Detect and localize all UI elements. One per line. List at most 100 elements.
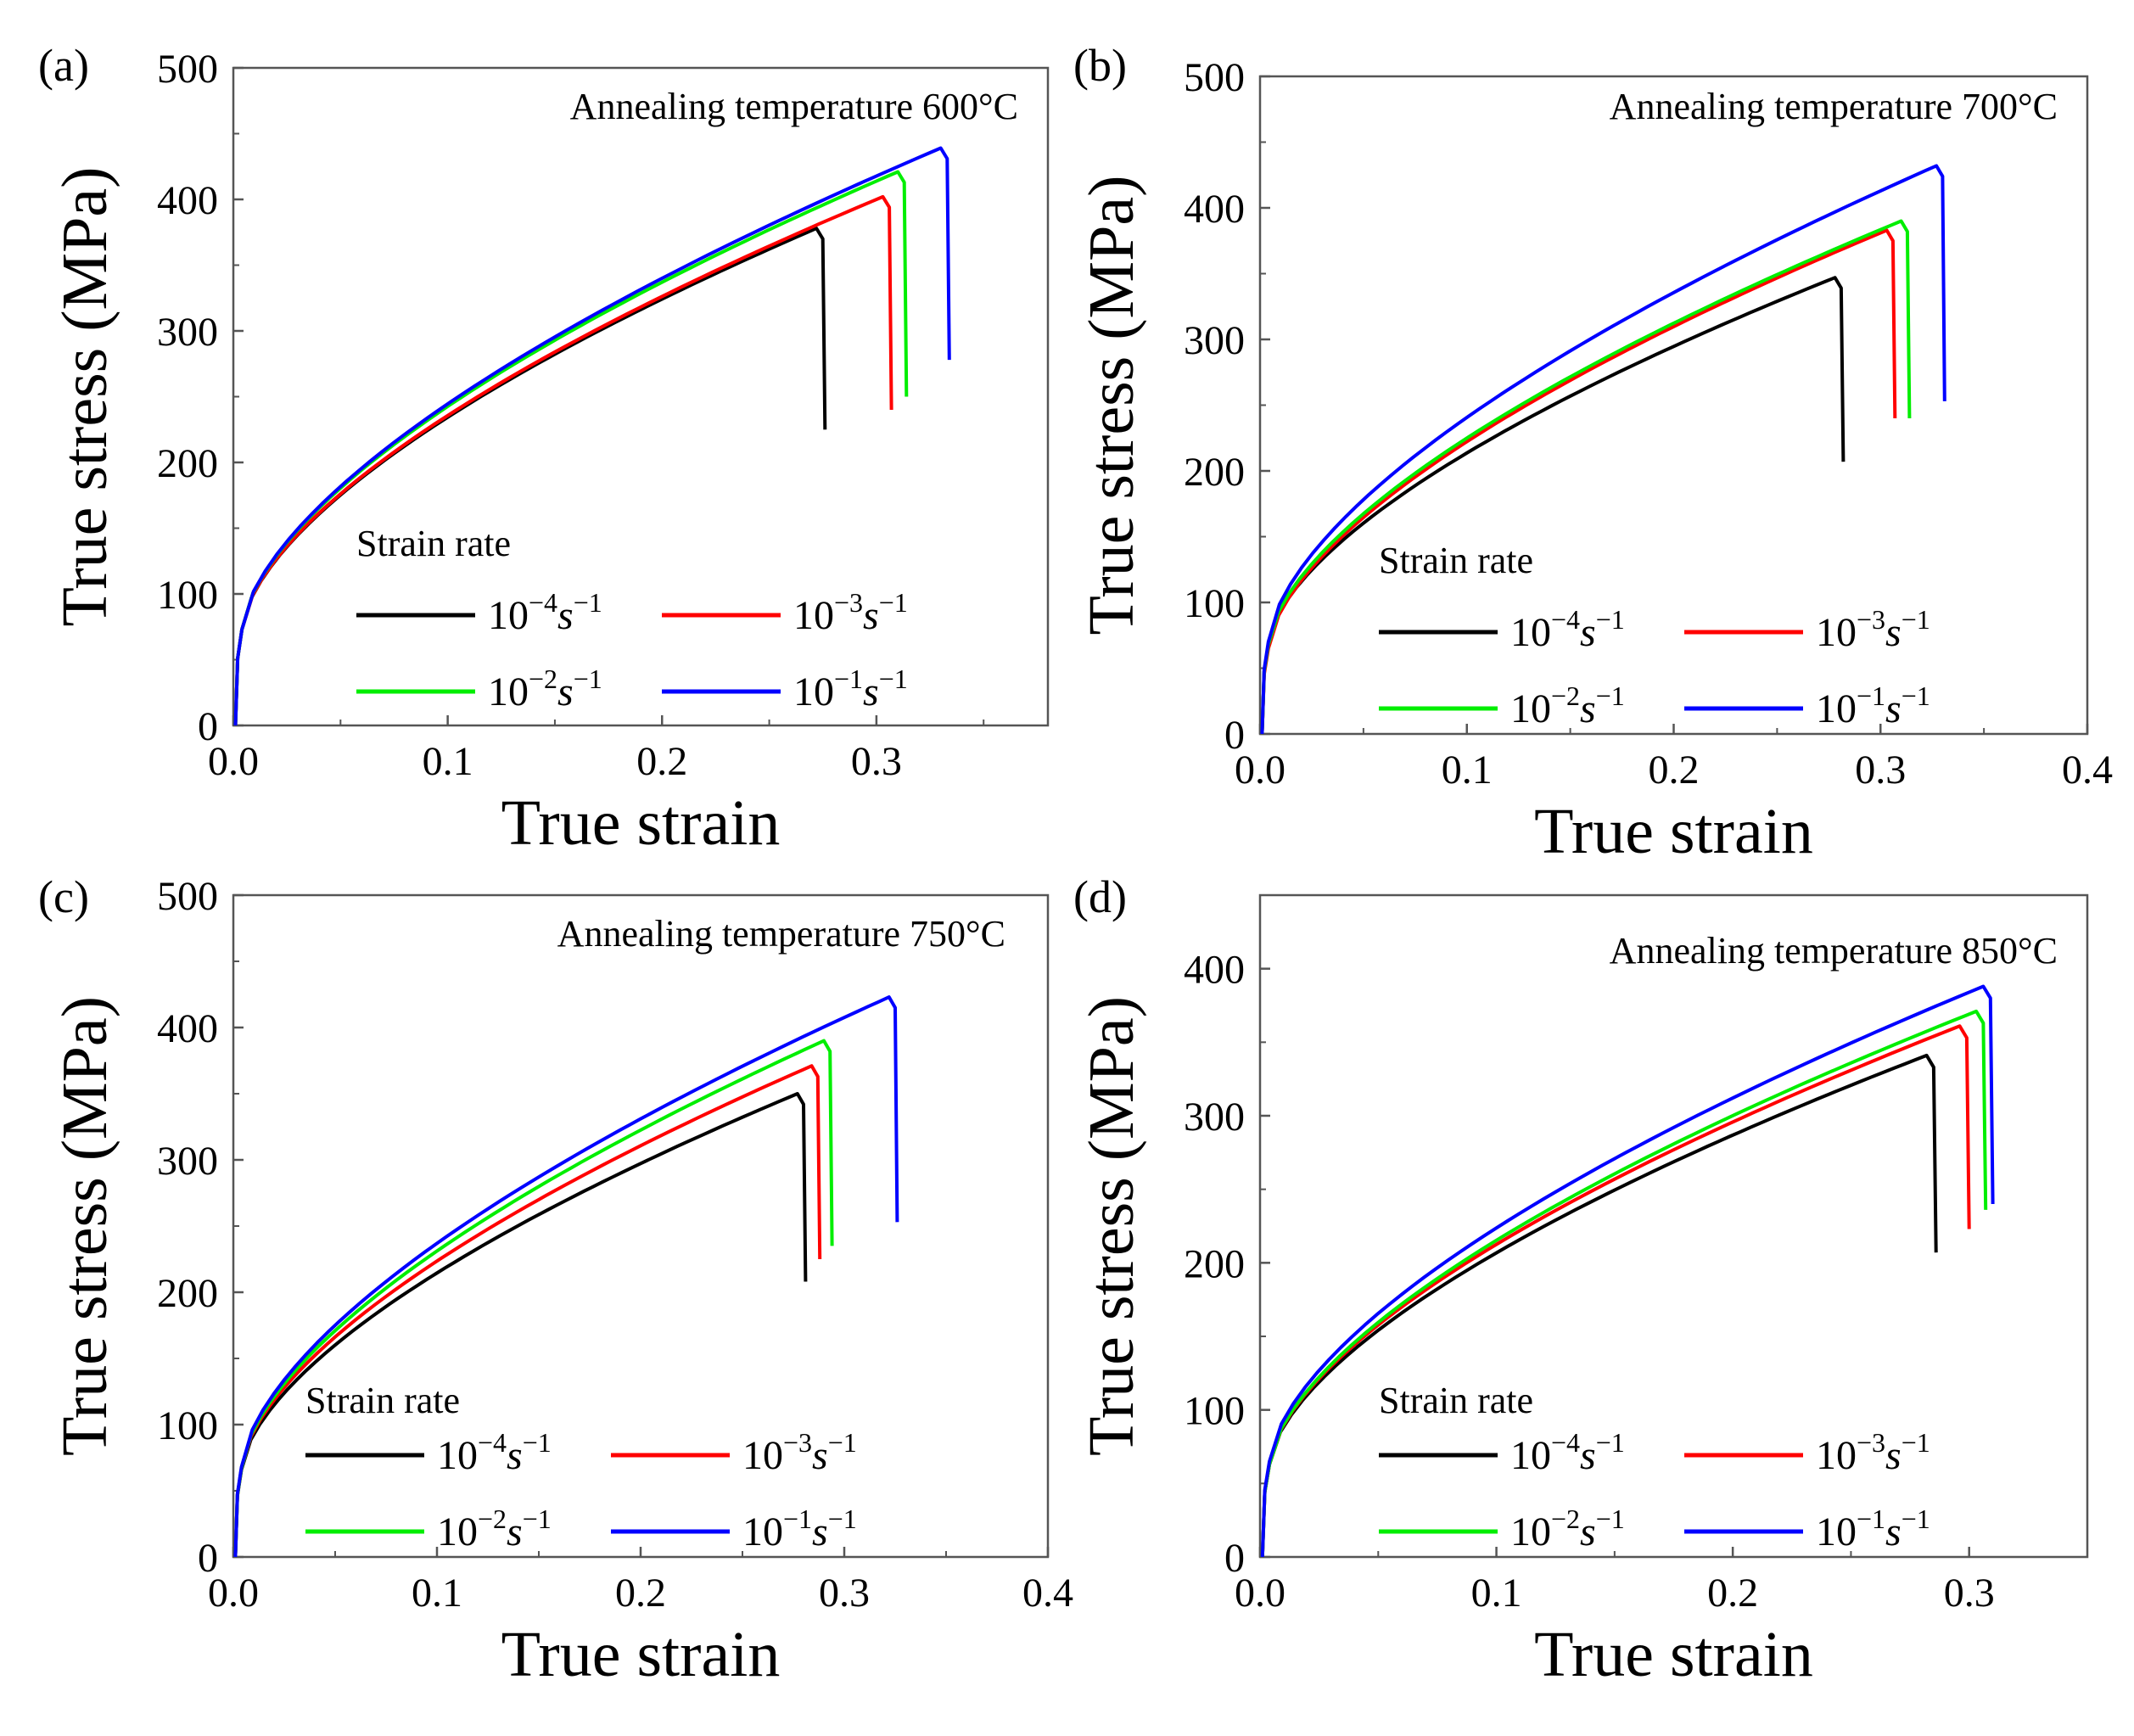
- y-axis-label: True stress (MPa): [49, 996, 120, 1456]
- legend-label: 10−4s−1: [1510, 604, 1625, 655]
- legend-label: 10−4s−1: [488, 587, 602, 638]
- chart-panel: (b) Annealing temperature 700°C 0 100 200 300…: [1073, 40, 2113, 867]
- panel-label: (c): [38, 871, 89, 922]
- y-tick-label: 100: [1184, 1389, 1245, 1434]
- y-tick-label: 200: [157, 1271, 218, 1316]
- legend-label: 10−1s−1: [1816, 680, 1930, 731]
- x-tick-label: 0.2: [1707, 1571, 1758, 1616]
- legend-label: 10−3s−1: [1816, 1427, 1930, 1478]
- y-axis-label: True stress (MPa): [49, 167, 120, 627]
- y-axis-label: True stress (MPa): [1076, 996, 1147, 1456]
- x-tick-label: 0.2: [615, 1571, 666, 1616]
- series-line: [233, 227, 827, 726]
- x-tick-label: 0.0: [208, 1571, 259, 1616]
- legend-title: Strain rate: [305, 1380, 460, 1421]
- legend-label: 10−3s−1: [793, 587, 908, 638]
- x-tick-label: 0.0: [1235, 1571, 1285, 1616]
- x-axis-label: True strain: [1534, 1619, 1813, 1690]
- y-tick-label: 200: [1184, 450, 1245, 495]
- legend-label: 10−2s−1: [437, 1504, 552, 1554]
- x-tick-label: 0.1: [1442, 748, 1493, 792]
- x-tick-label: 0.0: [1235, 748, 1285, 792]
- x-tick-label: 0.3: [819, 1571, 870, 1616]
- legend-title: Strain rate: [1379, 540, 1533, 581]
- x-tick-label: 0.0: [208, 739, 259, 784]
- legend-label: 10−1s−1: [793, 664, 908, 714]
- x-tick-label: 0.3: [851, 739, 902, 784]
- legend-label: 10−2s−1: [488, 664, 602, 714]
- x-tick-label: 0.4: [2062, 748, 2113, 792]
- panel-label: (d): [1073, 871, 1127, 922]
- y-tick-label: 500: [157, 874, 218, 919]
- series-line: [1260, 228, 1897, 735]
- y-tick-label: 300: [1184, 1095, 1245, 1140]
- plot-frame: [1258, 75, 2089, 736]
- series-line: [1260, 164, 1946, 735]
- series-line: [1260, 984, 1995, 1558]
- legend-label: 10−1s−1: [1816, 1504, 1930, 1554]
- y-tick-label: 0: [198, 704, 218, 749]
- series-line: [1260, 1009, 1988, 1558]
- y-tick-label: 0: [1224, 1536, 1245, 1581]
- y-tick-label: 0: [198, 1536, 218, 1581]
- annotation: Annealing temperature 850°C: [1610, 930, 2058, 972]
- x-axis-label: True strain: [501, 1619, 781, 1690]
- series-line: [233, 194, 893, 726]
- legend-label: 10−3s−1: [742, 1427, 857, 1478]
- y-tick-label: 300: [157, 310, 218, 355]
- annotation: Annealing temperature 600°C: [570, 86, 1018, 127]
- chart-panel: (c) Annealing temperature 750°C 0 100 200 300…: [38, 871, 1073, 1690]
- y-axis-label: True stress (MPa): [1076, 176, 1147, 636]
- y-tick-label: 400: [157, 1006, 218, 1051]
- x-tick-label: 0.2: [1649, 748, 1700, 792]
- y-tick-label: 300: [157, 1139, 218, 1184]
- x-axis-label: True strain: [1534, 796, 1813, 867]
- y-tick-label: 400: [1184, 187, 1245, 232]
- series-line: [233, 146, 951, 726]
- annotation: Annealing temperature 700°C: [1610, 86, 2058, 127]
- y-tick-label: 100: [1184, 581, 1245, 626]
- panel-label: (a): [38, 40, 89, 91]
- y-tick-label: 400: [157, 178, 218, 223]
- x-tick-label: 0.4: [1022, 1571, 1073, 1616]
- panel-label: (b): [1073, 40, 1127, 91]
- series-line: [233, 1064, 822, 1558]
- legend-label: 10−2s−1: [1510, 680, 1625, 731]
- legend-label: 10−2s−1: [1510, 1504, 1625, 1554]
- series-line: [1260, 276, 1846, 735]
- y-tick-label: 300: [1184, 318, 1245, 363]
- annotation: Annealing temperature 750°C: [557, 913, 1005, 955]
- x-tick-label: 0.2: [636, 739, 687, 784]
- chart-panel: (a) Annealing temperature 600°C 0 100 200 300…: [38, 40, 1050, 859]
- x-tick-label: 0.3: [1855, 748, 1906, 792]
- legend-label: 10−4s−1: [1510, 1427, 1625, 1478]
- series-line: [233, 170, 909, 726]
- series-line: [1260, 1053, 1938, 1558]
- y-tick-label: 200: [157, 441, 218, 486]
- legend-label: 10−3s−1: [1816, 604, 1930, 655]
- y-tick-label: 500: [1184, 55, 1245, 100]
- x-tick-label: 0.1: [1471, 1571, 1522, 1616]
- plot-frame: [232, 893, 1050, 1559]
- plot-frame: [1258, 893, 2089, 1559]
- series-line: [233, 1092, 808, 1558]
- y-tick-label: 100: [157, 573, 218, 618]
- y-tick-label: 500: [157, 47, 218, 92]
- legend-label: 10−4s−1: [437, 1427, 552, 1478]
- x-axis-label: True strain: [501, 787, 781, 859]
- chart-panel: (d) Annealing temperature 850°C 0 100 200 300…: [1073, 871, 2089, 1690]
- x-tick-label: 0.1: [412, 1571, 462, 1616]
- legend-title: Strain rate: [356, 523, 511, 564]
- x-tick-label: 0.1: [423, 739, 473, 784]
- series-line: [233, 995, 899, 1558]
- legend-title: Strain rate: [1379, 1380, 1533, 1421]
- series-line: [1260, 1024, 1971, 1558]
- y-tick-label: 0: [1224, 713, 1245, 758]
- series-line: [1260, 219, 1912, 735]
- y-tick-label: 100: [157, 1403, 218, 1448]
- legend-label: 10−1s−1: [742, 1504, 857, 1554]
- y-tick-label: 200: [1184, 1241, 1245, 1286]
- x-tick-label: 0.3: [1944, 1571, 1995, 1616]
- y-tick-label: 400: [1184, 948, 1245, 993]
